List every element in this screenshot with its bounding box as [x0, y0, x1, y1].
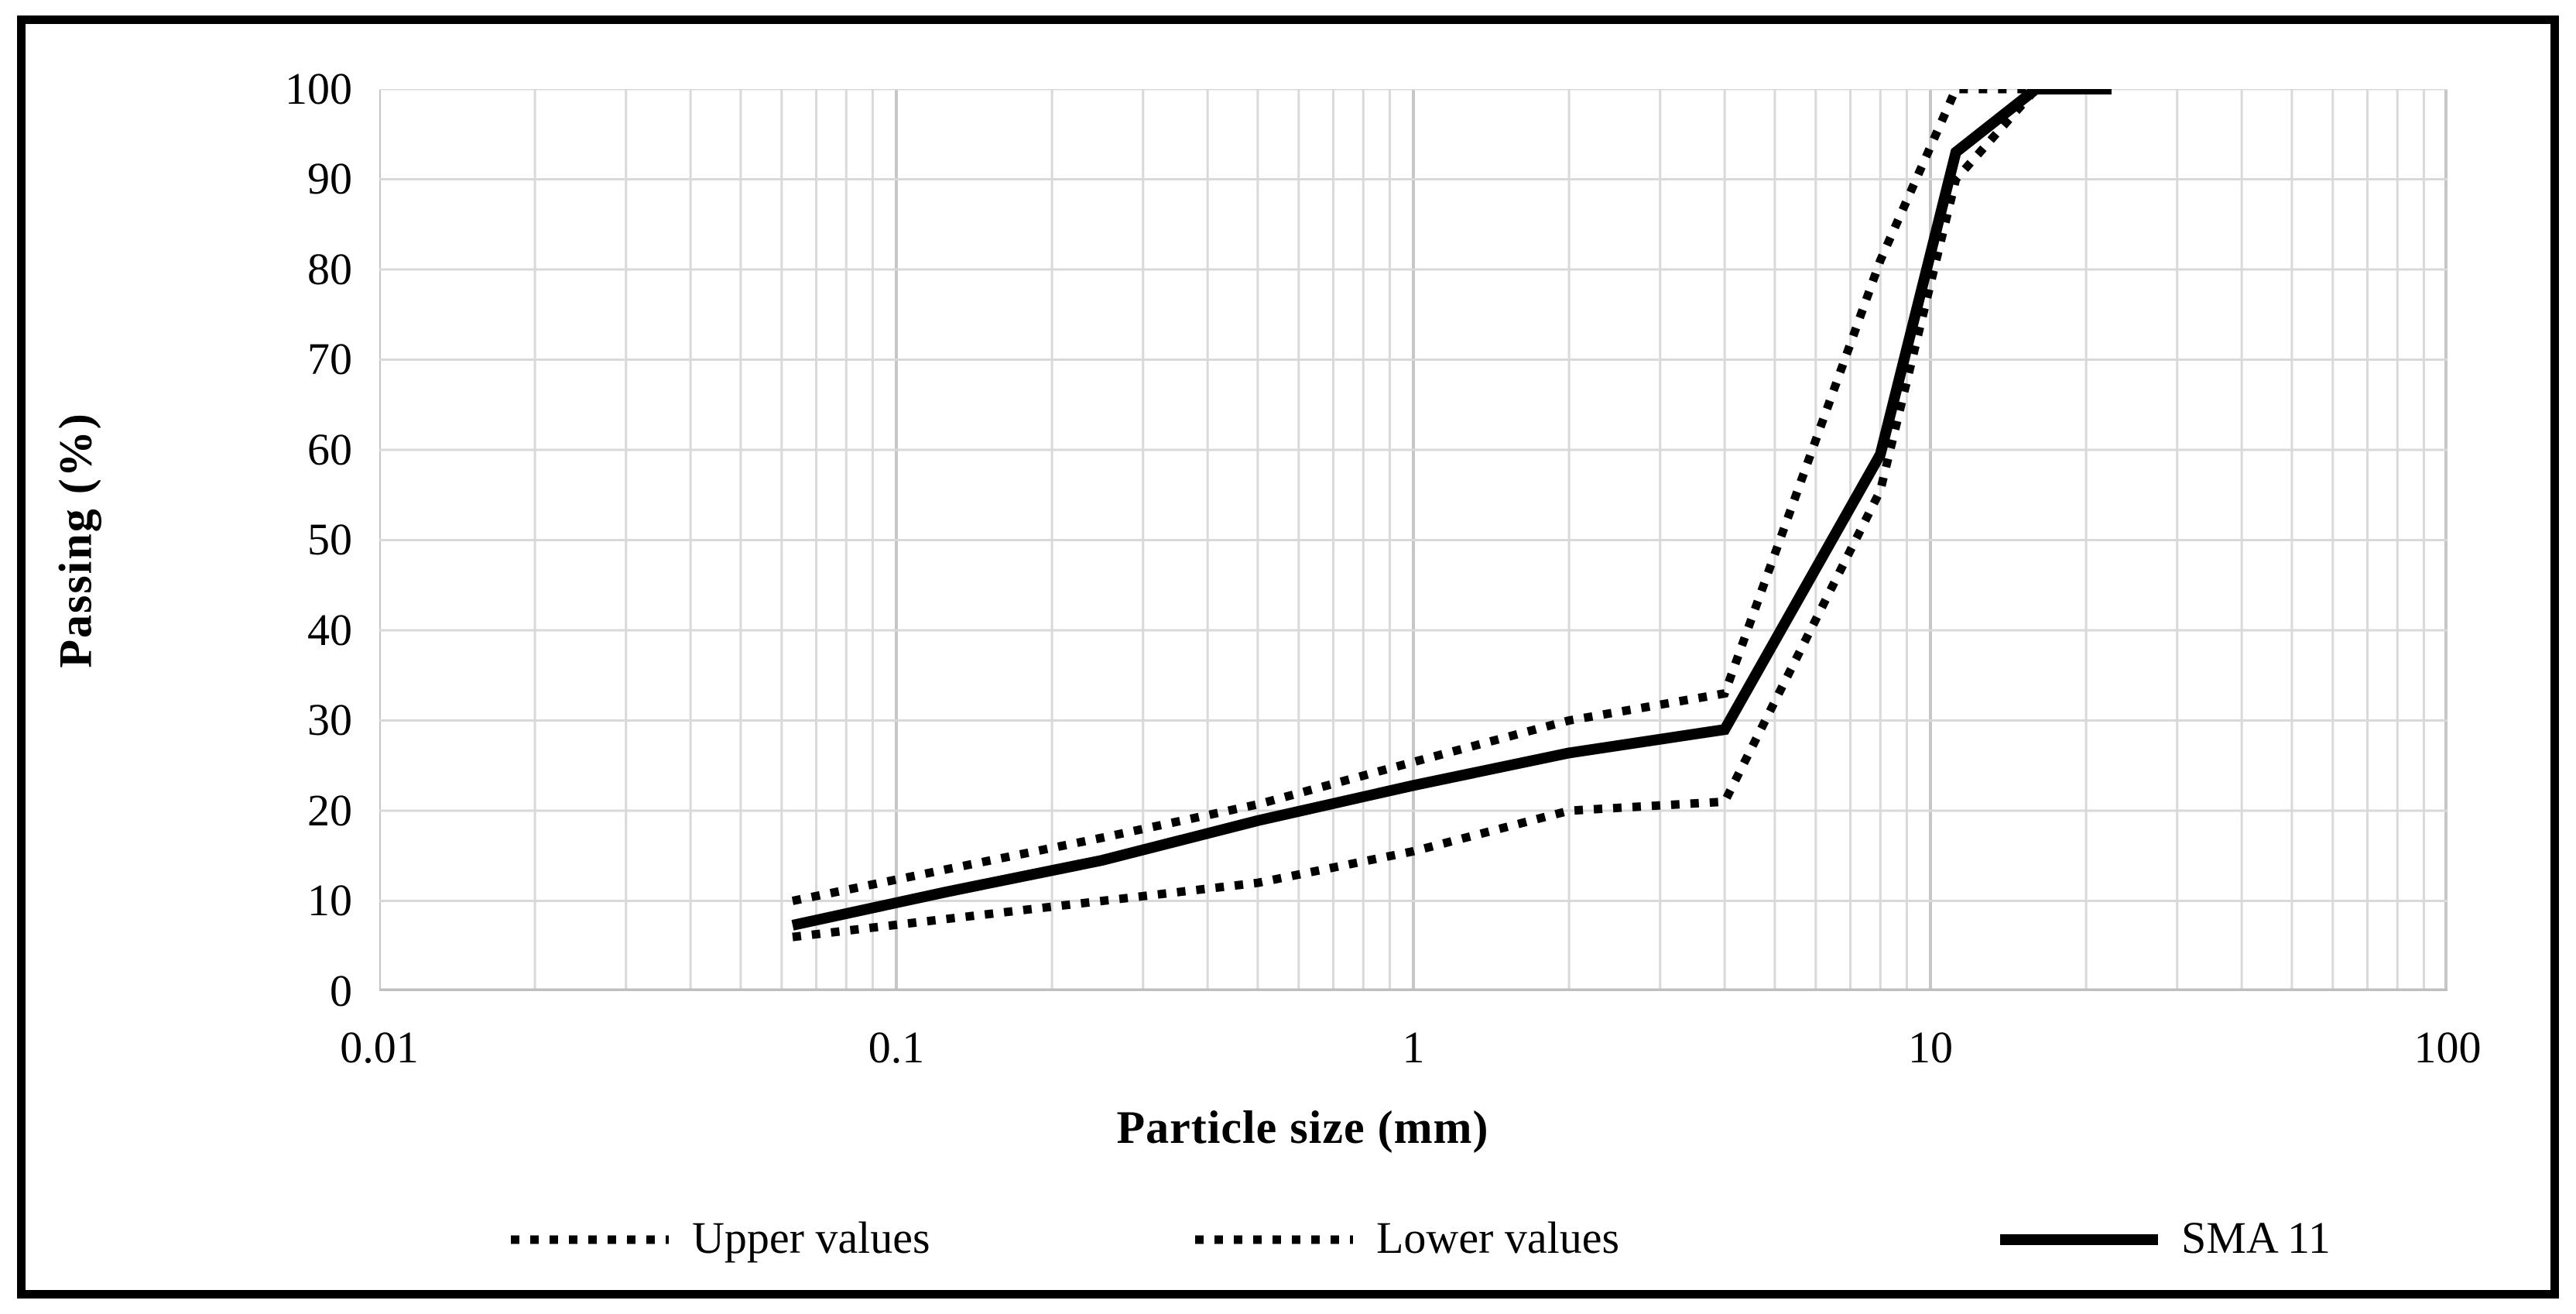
figure-border	[17, 15, 2559, 1299]
x-tick-0.01: 0.01	[340, 1022, 419, 1072]
y-tick-60: 60	[307, 424, 352, 475]
upper-values-line-sample	[511, 1235, 669, 1244]
x-axis-title: Particle size (mm)	[1116, 1102, 1489, 1153]
y-axis-title-box: Passing (%)	[37, 89, 115, 991]
y-tick-40: 40	[307, 605, 352, 655]
legend-item-sma-11: SMA 11	[1997, 1205, 2331, 1270]
y-tick-10: 10	[307, 875, 352, 925]
y-tick-0: 0	[330, 966, 352, 1016]
legend-label-lower-values: Lower values	[1376, 1212, 1620, 1263]
legend-label-sma-11: SMA 11	[2181, 1212, 2331, 1263]
lower-values-line-sample	[1195, 1235, 1353, 1244]
y-tick-80: 80	[307, 244, 352, 294]
y-tick-30: 30	[307, 695, 352, 745]
plot-area	[379, 89, 2448, 991]
y-tick-20: 20	[307, 785, 352, 835]
y-tick-70: 70	[307, 334, 352, 384]
y-axis-title: Passing (%)	[50, 412, 101, 668]
y-tick-100: 100	[285, 63, 352, 114]
legend-item-lower-values: Lower values	[1192, 1205, 1619, 1270]
legend-item-upper-values: Upper values	[508, 1205, 930, 1270]
x-tick-0.1: 0.1	[868, 1022, 925, 1072]
x-tick-100: 100	[2413, 1022, 2482, 1072]
legend-label-upper-values: Upper values	[692, 1212, 930, 1263]
y-tick-90: 90	[307, 153, 352, 204]
y-tick-50: 50	[307, 514, 352, 564]
x-tick-1: 1	[1402, 1022, 1425, 1072]
sma-11-line-sample	[2000, 1234, 2158, 1245]
x-tick-10: 10	[1908, 1022, 1953, 1072]
